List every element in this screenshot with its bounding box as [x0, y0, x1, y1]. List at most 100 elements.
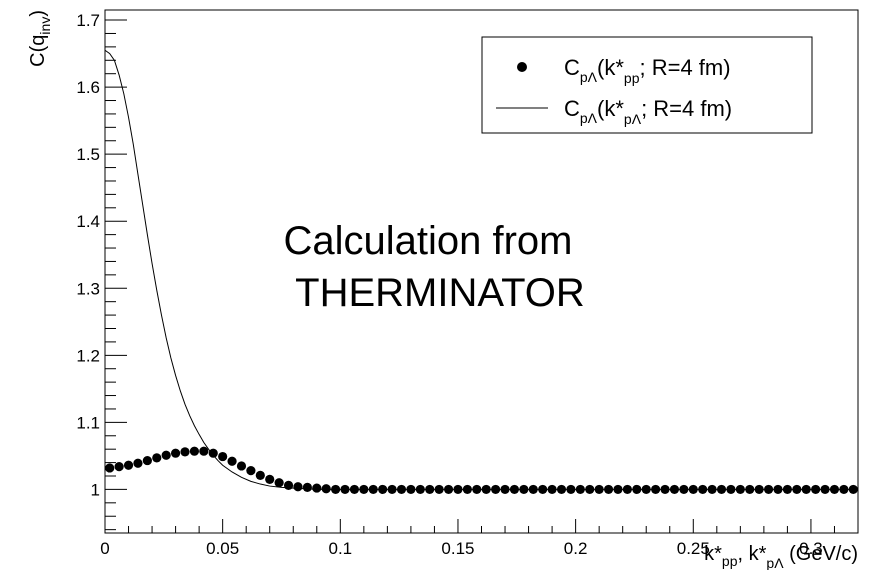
data-point — [105, 463, 115, 473]
data-point — [406, 484, 416, 495]
data-point — [528, 484, 538, 495]
data-point — [246, 466, 256, 476]
data-point — [114, 462, 124, 472]
data-point — [848, 484, 858, 495]
data-point — [660, 484, 670, 495]
data-point — [462, 484, 472, 495]
data-point — [340, 484, 350, 495]
data-point — [726, 484, 736, 495]
data-point — [152, 453, 162, 463]
data-point — [443, 484, 454, 495]
data-point — [472, 484, 482, 495]
legend-entry-markers: CpΛ(k*pp; R=4 fm) — [564, 55, 731, 86]
data-point — [434, 484, 444, 495]
data-point — [236, 461, 247, 471]
annotation-line-1: Calculation from — [283, 219, 572, 263]
x-tick-label: 0.3 — [799, 539, 823, 558]
data-point — [801, 484, 811, 495]
data-point — [632, 484, 642, 495]
data-point — [707, 484, 717, 495]
data-point — [331, 484, 341, 495]
data-point — [500, 484, 510, 495]
data-point — [425, 484, 435, 495]
x-axis-title: k*pp, k*pΛ (GeV/c) — [704, 543, 858, 570]
data-point — [556, 484, 567, 495]
y-tick-label: 1.2 — [76, 346, 100, 365]
data-point — [293, 482, 303, 492]
data-point — [265, 474, 275, 484]
y-tick-label: 1.3 — [76, 279, 100, 298]
data-point — [509, 484, 520, 495]
data-point — [321, 484, 331, 494]
data-point — [481, 484, 491, 495]
annotation-line-2: THERMINATOR — [295, 271, 585, 315]
data-point — [698, 484, 708, 495]
legend: CpΛ(k*pp; R=4 fm) CpΛ(k*pΛ; R=4 fm) — [481, 36, 813, 134]
data-point — [669, 484, 680, 495]
data-point — [170, 448, 181, 458]
data-point — [782, 484, 793, 495]
data-point — [208, 448, 218, 458]
x-tick-label: 0.2 — [564, 539, 588, 558]
data-point — [142, 455, 152, 466]
data-point — [180, 447, 190, 457]
data-point — [745, 484, 755, 495]
data-point — [538, 484, 548, 495]
x-tick-label: 0.1 — [328, 539, 352, 558]
data-point — [763, 484, 774, 495]
data-point — [227, 456, 237, 466]
marker-series — [105, 446, 858, 495]
tick-labels: 0 0.05 0.1 0.15 0.2 0.25 0.3 1 1.1 1.2 1.3 1.4 1.5 1.… — [76, 11, 822, 558]
data-point — [754, 484, 764, 495]
y-axis-title: C(qinv) — [27, 10, 53, 67]
data-point — [368, 484, 378, 495]
data-point — [613, 484, 623, 495]
legend-box — [481, 36, 813, 134]
data-point — [716, 484, 727, 495]
axis-ticks — [104, 19, 859, 533]
data-point — [688, 484, 698, 495]
data-point — [622, 484, 632, 495]
data-point — [396, 484, 407, 495]
x-tick-label: 0.25 — [677, 539, 710, 558]
data-point — [585, 484, 595, 495]
data-point — [575, 484, 585, 495]
data-point — [773, 484, 783, 495]
data-point — [415, 484, 425, 495]
data-point — [735, 484, 745, 495]
legend-marker-symbol — [517, 62, 527, 72]
data-point — [218, 451, 228, 462]
data-point — [594, 484, 604, 495]
data-point — [811, 484, 821, 495]
data-point — [133, 458, 143, 468]
data-point — [792, 484, 802, 495]
data-point — [189, 446, 200, 456]
y-tick-label: 1.7 — [76, 11, 100, 30]
data-point — [349, 484, 360, 495]
legend-entry-line: CpΛ(k*pΛ; R=4 fm) — [564, 96, 732, 127]
data-point — [453, 484, 463, 495]
data-point — [255, 470, 265, 480]
data-point — [566, 484, 576, 495]
data-point — [820, 484, 830, 495]
data-point — [387, 484, 397, 495]
data-point — [199, 446, 209, 456]
data-point — [312, 483, 322, 493]
data-point — [547, 484, 557, 495]
data-point — [161, 450, 171, 460]
y-tick-label: 1.5 — [76, 145, 100, 164]
data-point — [829, 484, 840, 495]
data-point — [283, 480, 294, 490]
data-point — [302, 482, 312, 493]
x-tick-label: 0.05 — [206, 539, 239, 558]
data-point — [651, 484, 661, 495]
data-point — [359, 484, 369, 495]
data-point — [274, 478, 284, 488]
data-point — [679, 484, 689, 495]
data-point — [641, 484, 651, 495]
data-point — [603, 484, 614, 495]
data-point — [123, 460, 134, 470]
y-tick-label: 1.4 — [76, 212, 100, 231]
x-tick-label: 0 — [100, 539, 109, 558]
